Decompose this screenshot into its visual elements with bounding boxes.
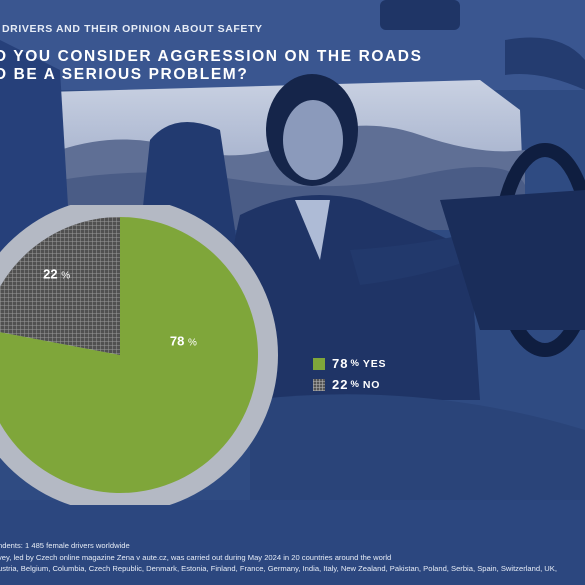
- legend-item-yes: 78 % YES: [313, 355, 386, 372]
- footnotes: ndents: 1 485 female drivers worldwide v…: [0, 540, 585, 575]
- legend: 78 % YES 22 % NO: [313, 355, 386, 397]
- footnote-survey: vey, led by Czech online magazine Zena v…: [0, 552, 392, 562]
- footnote-countries: ustria, Belgium, Columbia, Czech Republi…: [0, 564, 557, 573]
- pie-label-yes: 78 %: [170, 333, 197, 348]
- pie-chart: 78 % 22 %: [0, 205, 278, 505]
- supertitle: DRIVERS AND THEIR OPINION ABOUT SAFETY: [2, 23, 263, 35]
- legend-no-value: 22: [332, 377, 349, 392]
- question-line-1: O YOU CONSIDER AGGRESSION ON THE ROADS: [0, 48, 423, 65]
- pie-label-no: 22 %: [43, 266, 70, 281]
- legend-item-no: 22 % NO: [313, 376, 386, 393]
- legend-yes-unit: %: [350, 358, 359, 369]
- legend-no-label: NO: [362, 378, 381, 391]
- legend-no-unit: %: [350, 379, 359, 390]
- footnote-respondents: ndents: 1 485 female drivers worldwide: [0, 541, 130, 550]
- question-title: O YOU CONSIDER AGGRESSION ON THE ROADS O…: [0, 48, 464, 84]
- question-line-2: O BE A SERIOUS PROBLEM?: [0, 66, 249, 83]
- legend-swatch-no: [313, 378, 325, 391]
- legend-swatch-yes: [313, 357, 325, 370]
- legend-yes-value: 78: [332, 356, 349, 371]
- pie-slice-yes: [0, 217, 258, 493]
- legend-yes-label: YES: [362, 357, 387, 370]
- pie-slice-no: [0, 217, 120, 355]
